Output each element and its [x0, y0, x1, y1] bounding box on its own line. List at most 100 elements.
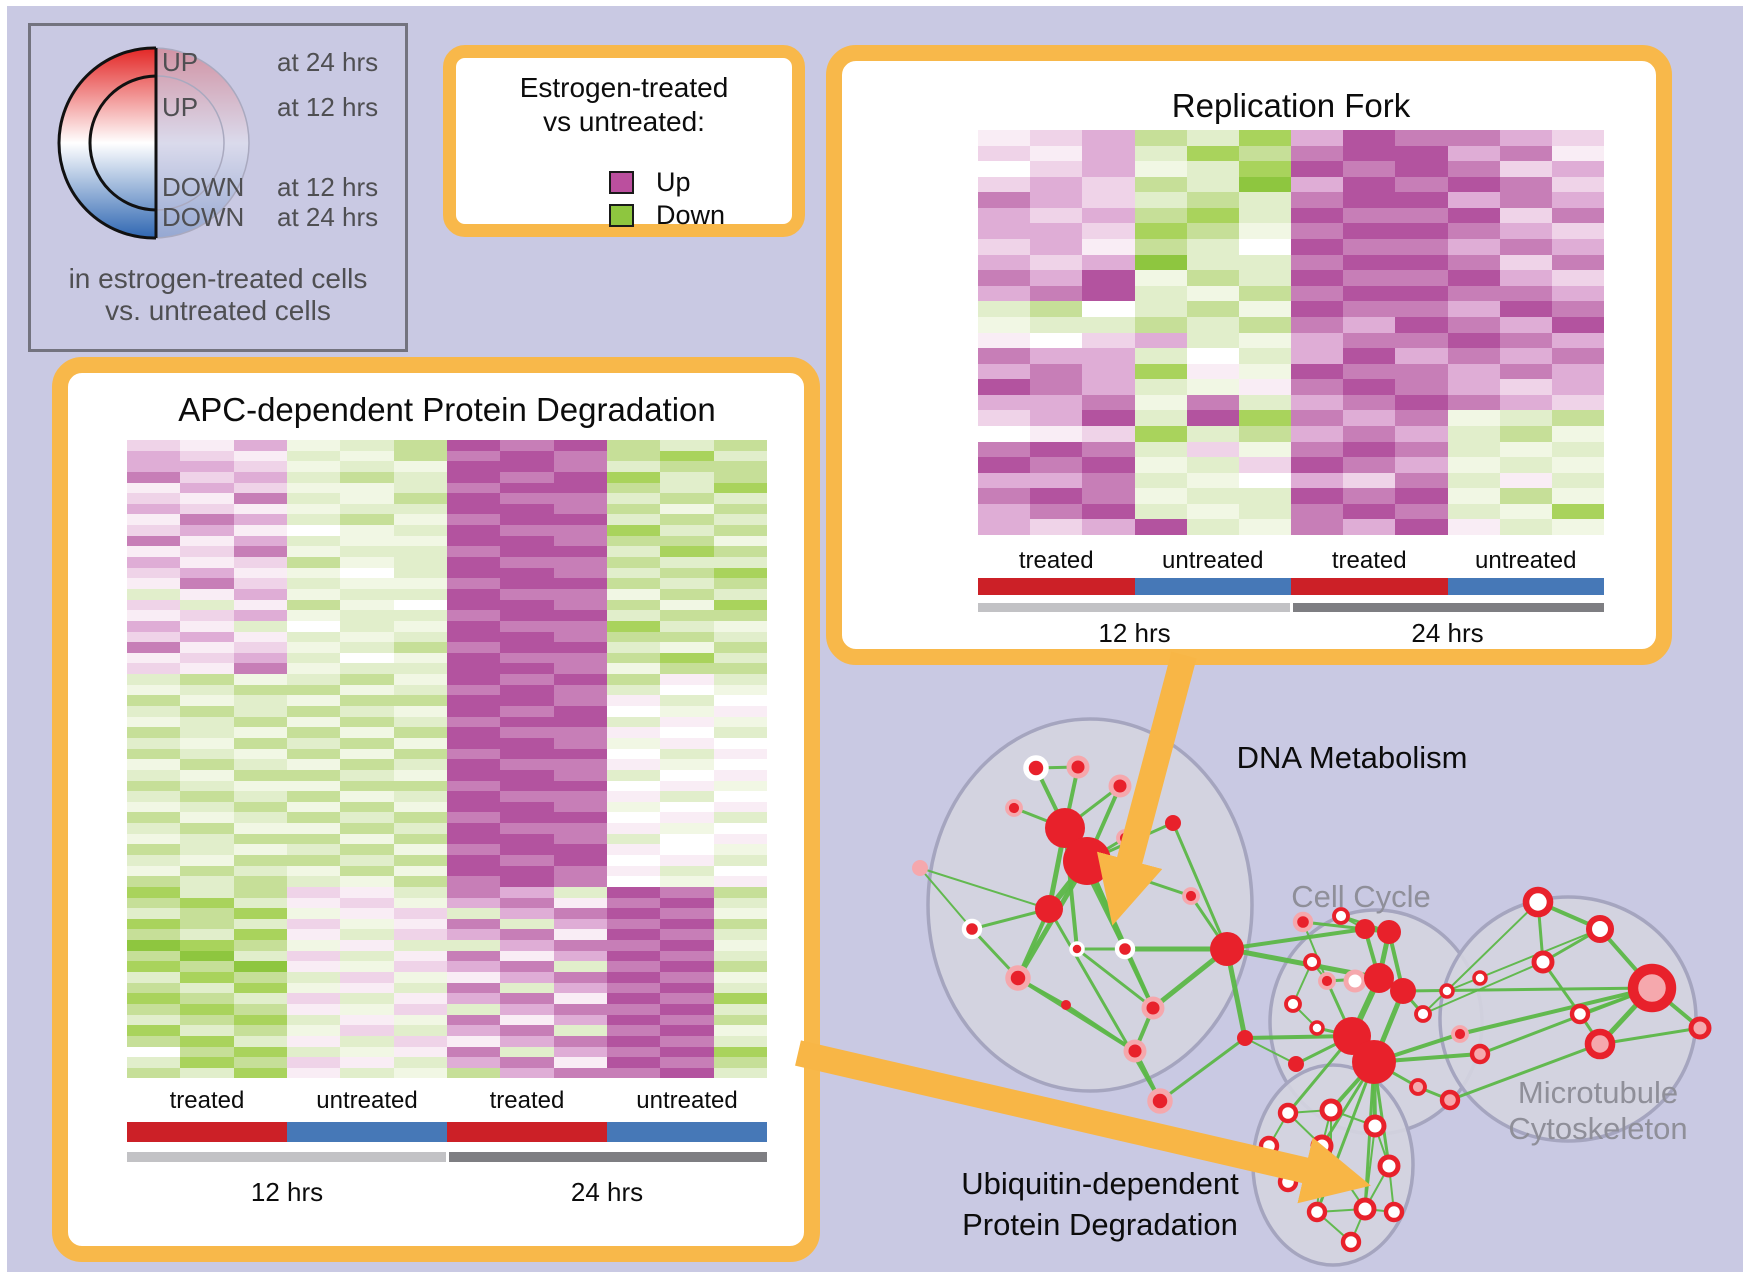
heatmap-row — [127, 823, 767, 834]
heatmap-row — [127, 897, 767, 909]
apc-time-labels: 12 hrs 24 hrs — [127, 1177, 767, 1207]
color-legend-title-line2: vs untreated: — [543, 106, 705, 137]
venn-legend-box: UP at 24 hrs UP at 12 hrs DOWN at 12 hrs… — [28, 23, 408, 352]
heatmap-row — [127, 791, 767, 802]
heatmap-row — [127, 493, 767, 504]
color-legend-box: Estrogen-treated vs untreated: Up Down — [443, 45, 805, 237]
heatmap-row — [127, 1067, 767, 1079]
untreated-bar — [607, 1122, 767, 1142]
heatmap-row — [978, 254, 1605, 271]
heatmap-row — [127, 801, 767, 813]
heatmap-row — [978, 348, 1605, 364]
heatmap-row — [127, 1035, 767, 1047]
group-label: treated — [489, 1087, 565, 1114]
group-label: treated — [169, 1087, 245, 1114]
group-label: untreated — [1475, 547, 1577, 574]
untreated-bar — [1134, 578, 1291, 595]
heatmap-row — [127, 918, 767, 930]
rf-panel-title: Replication Fork — [1171, 87, 1411, 124]
heatmap-row — [127, 450, 767, 462]
treated-bar — [127, 1122, 287, 1142]
heatmap-row — [127, 578, 767, 589]
venn-up-24-time: at 24 hrs — [277, 47, 379, 77]
heatmap-row — [127, 833, 767, 845]
heatmap-row — [127, 908, 767, 919]
apc-group-labels: treated untreated treated untreated — [127, 1089, 767, 1113]
apc-heatmap-panel: APC-dependent Protein Degradation treate… — [52, 357, 820, 1262]
group-label: untreated — [636, 1087, 738, 1114]
heatmap-row — [978, 425, 1605, 442]
heatmap-row — [127, 929, 767, 941]
heatmap-row — [127, 567, 767, 579]
heatmap-row — [978, 363, 1605, 380]
heatmap-row — [978, 285, 1605, 302]
heatmap-row — [127, 886, 767, 898]
heatmap-row — [127, 780, 767, 792]
group-label: treated — [1018, 547, 1094, 574]
heatmap-row — [127, 535, 767, 547]
heatmap-row — [127, 759, 767, 770]
rf-treatment-bars — [978, 578, 1604, 595]
venn-down-24-label: DOWN — [162, 202, 245, 232]
heatmap-row — [978, 130, 1605, 146]
heatmap-row — [978, 503, 1605, 520]
heatmap-row — [127, 631, 767, 643]
heatmap-row — [127, 684, 767, 696]
heatmap-row — [127, 642, 767, 653]
heatmap-row — [978, 145, 1605, 162]
color-legend-title-line1: Estrogen-treated — [519, 72, 729, 103]
venn-up-12-time: at 12 hrs — [277, 92, 379, 122]
heatmap-row — [127, 1014, 767, 1026]
heatmap-row — [127, 525, 767, 536]
heatmap-row — [978, 301, 1605, 317]
heatmap-row — [127, 769, 767, 781]
heatmap-row — [978, 176, 1605, 193]
venn-circles-icon — [57, 46, 250, 240]
heatmap-row — [127, 1025, 767, 1036]
rf-time-bars — [978, 603, 1604, 612]
apc-time-bars — [127, 1152, 767, 1162]
heatmap-row — [127, 674, 767, 685]
heatmap-row — [127, 737, 767, 749]
heatmap-row — [127, 961, 767, 973]
venn-footer-line2: vs. untreated cells — [105, 295, 331, 326]
heatmap-row — [127, 1003, 767, 1015]
time-24h-bar — [448, 1152, 767, 1162]
heatmap-row — [127, 652, 767, 664]
heatmap-row — [127, 503, 767, 515]
heatmap-row — [127, 812, 767, 824]
venn-up-24-label: UP — [162, 47, 199, 77]
heatmap-row — [127, 514, 767, 526]
heatmap-row — [978, 270, 1605, 286]
heatmap-row — [127, 993, 767, 1004]
heatmap-row — [127, 588, 767, 600]
time-12h-bar — [127, 1152, 446, 1162]
treated-bar — [978, 578, 1135, 595]
heatmap-row — [127, 620, 767, 632]
rf-heatmap-grid — [978, 130, 1605, 536]
heatmap-row — [127, 695, 767, 707]
heatmap-row — [978, 472, 1605, 489]
group-label: treated — [1331, 547, 1407, 574]
heatmap-row — [978, 207, 1605, 224]
heatmap-row — [978, 410, 1605, 426]
venn-footer-line1: in estrogen-treated cells — [68, 263, 368, 294]
heatmap-row — [127, 482, 767, 494]
legend-down-label: Down — [656, 200, 726, 230]
heatmap-row — [978, 316, 1605, 333]
heatmap-row — [127, 471, 767, 483]
apc-panel-title: APC-dependent Protein Degradation — [178, 391, 716, 428]
heatmap-row — [127, 876, 767, 887]
group-label: untreated — [316, 1087, 418, 1114]
heatmap-row — [127, 1057, 767, 1068]
heatmap-row — [127, 706, 767, 717]
heatmap-row — [978, 192, 1605, 208]
apc-treatment-bars — [127, 1122, 767, 1142]
heatmap-row — [978, 161, 1605, 177]
rf-time-labels: 12 hrs 24 hrs — [978, 618, 1604, 648]
time-label: 12 hrs — [1098, 618, 1171, 648]
time-24h-bar — [1292, 603, 1604, 612]
heatmap-row — [127, 748, 767, 760]
treated-bar — [447, 1122, 607, 1142]
